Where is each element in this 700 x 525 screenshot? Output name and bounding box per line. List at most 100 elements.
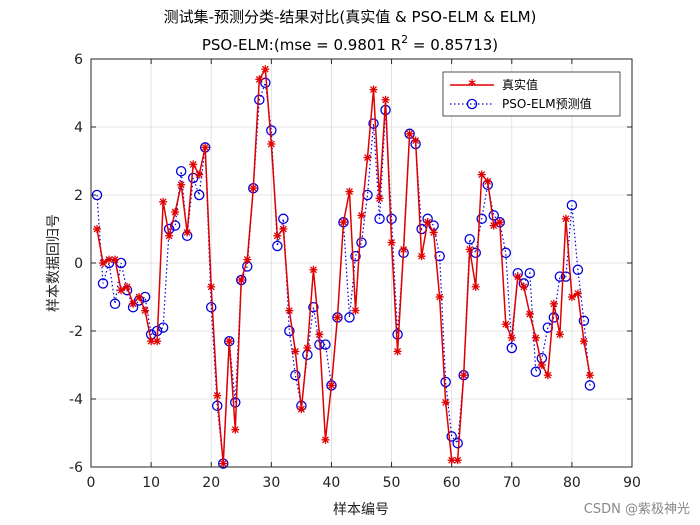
true-value-point: [165, 231, 174, 240]
true-value-point: [405, 129, 414, 138]
y-tick-label: 6: [74, 52, 83, 68]
true-value-point: [99, 259, 108, 267]
plot-frame: [90, 58, 633, 468]
pso-elm-prediction-point: [434, 250, 445, 262]
pso-elm-prediction-point: [278, 213, 289, 225]
pso-elm-prediction-point: [506, 342, 518, 354]
true-value-point: [213, 391, 222, 400]
true-value-point: [237, 276, 246, 284]
true-value-point: [549, 299, 558, 308]
chart-subtitle: PSO-ELM:(mse = 0.9801 R2 = 0.85713): [202, 33, 498, 54]
true-value-point: [267, 140, 276, 148]
pso-elm-prediction-point: [320, 339, 331, 350]
pso-elm-prediction-point: [386, 213, 397, 225]
true-value-point: [399, 245, 408, 254]
subtitle-suffix: = 0.85713): [408, 36, 498, 54]
true-value-point: [159, 197, 168, 206]
true-value-point: [525, 310, 534, 318]
true-value-point: [93, 225, 102, 233]
true-value-point: [219, 459, 228, 468]
true-value-point: [183, 228, 192, 237]
true-value-point: [249, 184, 258, 193]
y-tick-label: -4: [69, 392, 83, 408]
x-tick-label: 0: [87, 475, 96, 491]
pso-elm-prediction-point: [368, 118, 379, 129]
pso-elm-prediction-point: [446, 431, 457, 442]
pso-elm-prediction-point: [470, 247, 481, 259]
true-value-point: [303, 344, 312, 352]
x-tick-label: 10: [142, 475, 160, 491]
x-axis: 0 10 20 30 40 50 60 70 80 90: [87, 59, 641, 491]
true-value-point: [453, 456, 462, 465]
true-value-point: [477, 170, 486, 179]
true-value-point: [225, 337, 234, 346]
pso-elm-prediction-point: [530, 366, 542, 378]
true-value-point: [447, 456, 456, 465]
true-value-point: [375, 194, 384, 203]
legend-label-pred: PSO-ELM预测值: [502, 96, 592, 111]
pso-elm-prediction-point: [230, 397, 241, 408]
true-value-point: [309, 265, 318, 274]
pso-elm-prediction-point: [187, 172, 199, 184]
pso-elm-prediction-point: [272, 240, 283, 252]
y-tick-label: 2: [74, 188, 83, 204]
subtitle-prefix: PSO-ELM:(mse = 0.9801 R: [202, 36, 401, 54]
chart-title: 测试集-预测分类-结果对比(真实值 & PSO-ELM & ELM): [164, 8, 537, 26]
pso-elm-prediction-point: [91, 189, 103, 201]
pso-elm-prediction-point: [356, 237, 367, 248]
true-value-point: [153, 337, 162, 346]
true-value-point: [201, 143, 210, 152]
true-value-point: [141, 306, 150, 315]
true-value-point: [321, 435, 330, 444]
true-value-point: [279, 225, 288, 233]
pso-elm-prediction-point: [488, 210, 499, 221]
pso-elm-prediction-point: [452, 437, 463, 449]
x-tick-label: 70: [503, 475, 521, 491]
legend-marker-pred: [466, 98, 478, 110]
true-value-point: [315, 330, 324, 339]
legend-label-true: 真实值: [502, 77, 538, 92]
x-tick-label: 60: [443, 475, 461, 491]
x-tick-label: 90: [623, 475, 641, 491]
true-value-point: [585, 371, 594, 380]
pso-elm-prediction-line: [96, 82, 591, 464]
true-value-point: [579, 337, 588, 346]
pso-elm-prediction-point: [97, 278, 109, 289]
pso-elm-prediction-point: [440, 376, 451, 388]
true-value-point: [297, 405, 306, 414]
y-axis-label: 样本数据回归号: [45, 214, 62, 312]
true-value-point: [387, 238, 396, 247]
true-value-point: [243, 255, 252, 264]
true-value-point: [441, 398, 450, 407]
true-value-point: [195, 170, 204, 179]
true-value-point: [423, 218, 432, 227]
pso-elm-prediction-point: [175, 165, 187, 177]
true-value-point: [471, 282, 480, 291]
true-value-point: [111, 255, 120, 264]
pso-elm-prediction-point: [578, 315, 590, 327]
true-value-point: [255, 75, 264, 84]
true-value-point: [231, 425, 240, 434]
pso-elm-prediction-point: [350, 250, 361, 262]
series-layer: [91, 65, 596, 469]
y-tick-label: 0: [74, 256, 83, 272]
true-value-point: [501, 320, 510, 329]
x-tick-label: 20: [202, 475, 220, 491]
true-value-point: [507, 333, 516, 342]
true-value-point: [495, 218, 504, 227]
pso-elm-prediction-point: [157, 322, 169, 333]
true-value-point: [327, 381, 336, 390]
true-value-point: [291, 347, 300, 356]
true-value-point: [381, 95, 390, 104]
true-value-point: [177, 180, 186, 189]
pso-elm-prediction-point: [344, 312, 355, 323]
pso-elm-prediction-point: [205, 301, 217, 313]
true-value-point: [489, 221, 498, 230]
pso-elm-prediction-point: [554, 271, 566, 282]
pso-elm-prediction-point: [476, 213, 487, 225]
pso-elm-prediction-point: [193, 189, 205, 201]
y-tick-label: 4: [74, 120, 83, 136]
true-value-point: [189, 160, 198, 169]
true-value-point: [363, 153, 372, 162]
